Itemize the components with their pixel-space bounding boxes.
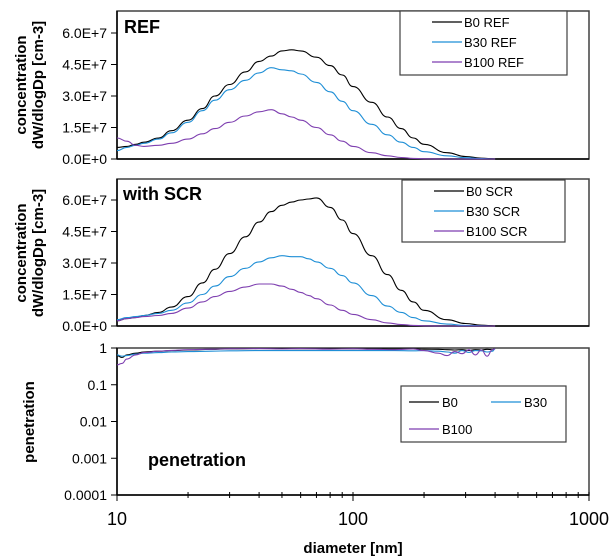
legend-box <box>400 385 567 443</box>
y-axis-scr: 0.0E+0 1.5E+7 3.0E+7 4.5E+7 6.0E+7 <box>62 179 589 334</box>
y-tick-label: 4.5E+7 <box>62 224 107 240</box>
panel-label-scr: with SCR <box>122 184 202 204</box>
series-line-b100-ref <box>116 109 496 160</box>
series-group-ref <box>116 49 496 160</box>
legend-label: B100 REF <box>464 55 524 70</box>
y-axis-title-line2: dW/dlogDp [cm-3] <box>30 21 47 149</box>
series-line-b100-scr <box>116 283 496 327</box>
series-group-penetration <box>116 347 496 366</box>
y-axis-title-scr: concentration dW/dlogDp [cm-3] <box>13 189 47 317</box>
y-tick-label: 3.0E+7 <box>62 255 107 271</box>
panel-penetration: 0.0001 0.001 0.01 0.1 1 10 100 1000 penetratio… <box>21 340 609 557</box>
legend-box <box>399 10 568 76</box>
legend-entry: B100 SCR <box>434 224 527 239</box>
legend-label: B100 <box>442 422 472 437</box>
legend-entry: B30 <box>491 395 547 410</box>
legend-entry: B30 SCR <box>434 204 520 219</box>
y-tick-label: 6.0E+7 <box>62 25 107 41</box>
x-axis-penetration: 10 100 1000 <box>107 492 609 529</box>
legend-scr: B0 SCR B30 SCR B100 SCR <box>401 179 566 243</box>
legend-box <box>401 179 566 243</box>
y-axis-ref: 0.0E+0 1.5E+7 3.0E+7 4.5E+7 6.0E+7 <box>62 11 589 167</box>
legend-label: B30 REF <box>464 35 517 50</box>
y-tick-label: 0.0001 <box>64 487 107 503</box>
panel-scr: 0.0E+01.5E+73.0E+74.5E+76.0E+7 with SCR … <box>13 178 590 334</box>
y-tick-label: 1.5E+7 <box>62 120 107 136</box>
y-tick-label: 1.5E+7 <box>62 287 107 303</box>
legend-entry: B0 REF <box>432 15 510 30</box>
y-axis-title-line2: dW/dlogDp [cm-3] <box>30 189 47 317</box>
y-axis-title-line1: concentration <box>13 203 30 302</box>
y-tick-label: 0.01 <box>80 414 107 430</box>
legend-penetration: B0 B30 B100 <box>400 385 567 443</box>
series-line-b0-scr <box>116 197 496 327</box>
y-axis-title-line1: concentration <box>13 35 30 134</box>
legend-label: B100 SCR <box>466 224 527 239</box>
x-axis-title: diameter [nm] <box>303 540 402 557</box>
y-axis-title-penetration: penetration <box>21 381 38 463</box>
legend-entry: B30 REF <box>432 35 517 50</box>
x-tick-label: 1000 <box>569 509 609 529</box>
y-tick-label: 3.0E+7 <box>62 88 107 104</box>
legend-entry: B100 <box>409 422 472 437</box>
y-tick-label: 0.0E+0 <box>62 318 107 334</box>
legend-ref: B0 REF B30 REF B100 REF <box>399 10 568 76</box>
y-tick-label: 1 <box>99 340 107 356</box>
y-tick-label: 0.0E+0 <box>62 151 107 167</box>
panel-ref: 0.0E+0 1.5E+7 3.0E+7 4.5E+7 6.0E+7 REF conce… <box>13 10 590 167</box>
y-tick-label: 6.0E+7 <box>62 192 107 208</box>
y-axis-title: penetration <box>21 381 38 463</box>
legend-label: B30 SCR <box>466 204 520 219</box>
legend-label: B0 SCR <box>466 184 513 199</box>
series-line-b30-ref <box>116 67 496 160</box>
legend-label: B0 REF <box>464 15 510 30</box>
series-line-b0-ref <box>116 49 496 160</box>
legend-label: B30 <box>524 395 547 410</box>
y-tick-label: 0.001 <box>72 450 107 466</box>
legend-label: B0 <box>442 395 458 410</box>
series-line-b100 <box>116 348 496 366</box>
panel-label-ref: REF <box>124 17 160 37</box>
x-tick-label: 10 <box>107 509 127 529</box>
legend-entry: B100 REF <box>432 55 524 70</box>
y-axis-title-ref: concentration dW/dlogDp [cm-3] <box>13 21 47 149</box>
y-tick-label: 4.5E+7 <box>62 57 107 73</box>
legend-entry: B0 <box>409 395 458 410</box>
panel-label-penetration: penetration <box>148 450 246 470</box>
series-line-b30 <box>116 348 496 357</box>
legend-entry: B0 SCR <box>434 184 513 199</box>
series-group-scr <box>116 197 496 327</box>
y-tick-label: 0.1 <box>88 377 108 393</box>
x-tick-label: 100 <box>338 509 368 529</box>
series-line-b30-scr <box>116 255 496 327</box>
